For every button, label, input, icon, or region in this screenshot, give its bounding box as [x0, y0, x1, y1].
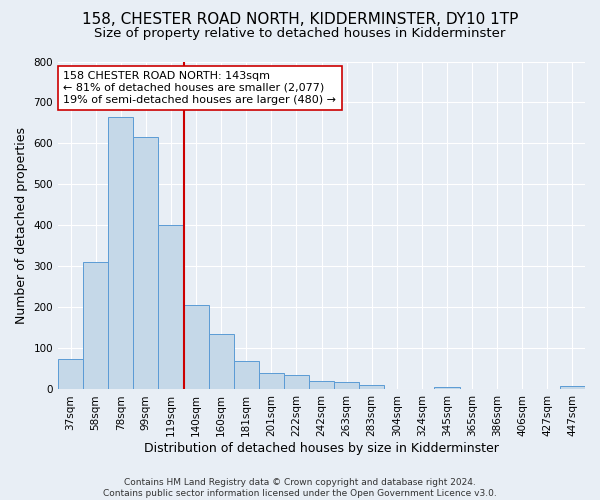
- Bar: [58, 358, 83, 390]
- Text: Contains HM Land Registry data © Crown copyright and database right 2024.
Contai: Contains HM Land Registry data © Crown c…: [103, 478, 497, 498]
- Bar: [209, 334, 233, 390]
- Bar: [334, 382, 359, 390]
- Bar: [284, 375, 309, 390]
- Bar: [309, 382, 334, 390]
- X-axis label: Distribution of detached houses by size in Kidderminster: Distribution of detached houses by size …: [144, 442, 499, 455]
- Bar: [434, 386, 460, 390]
- Bar: [158, 226, 184, 390]
- Y-axis label: Number of detached properties: Number of detached properties: [15, 127, 28, 324]
- Bar: [108, 117, 133, 390]
- Text: 158 CHESTER ROAD NORTH: 143sqm
← 81% of detached houses are smaller (2,077)
19% : 158 CHESTER ROAD NORTH: 143sqm ← 81% of …: [64, 72, 337, 104]
- Bar: [259, 373, 284, 390]
- Bar: [359, 384, 384, 390]
- Text: 158, CHESTER ROAD NORTH, KIDDERMINSTER, DY10 1TP: 158, CHESTER ROAD NORTH, KIDDERMINSTER, …: [82, 12, 518, 28]
- Bar: [233, 361, 259, 390]
- Bar: [83, 262, 108, 390]
- Text: Size of property relative to detached houses in Kidderminster: Size of property relative to detached ho…: [94, 28, 506, 40]
- Bar: [560, 386, 585, 390]
- Bar: [133, 138, 158, 390]
- Bar: [184, 306, 209, 390]
